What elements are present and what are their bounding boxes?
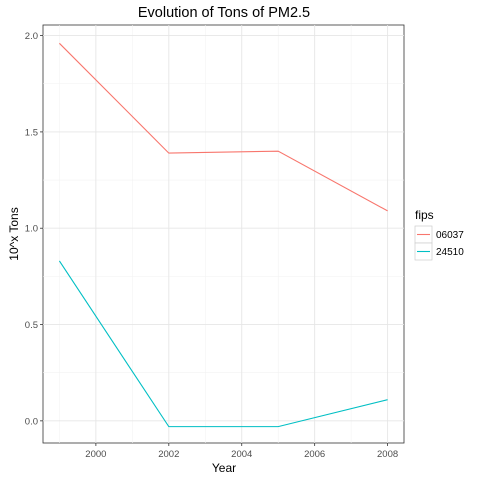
major-gridlines <box>43 25 404 443</box>
y-tick-label: 2.0 <box>25 31 38 42</box>
legend-label: 06037 <box>436 230 464 241</box>
x-tick-label: 2000 <box>85 449 106 460</box>
series-line-06037 <box>59 42 388 212</box>
plot-panel <box>42 24 405 444</box>
y-tick-label: 0.5 <box>25 320 38 331</box>
x-tick-label: 2004 <box>231 449 252 460</box>
legend-title: fips <box>415 208 434 222</box>
y-tick-label: 0.0 <box>25 416 38 427</box>
series-line-24510 <box>58 260 388 428</box>
y-tick-label: 1.5 <box>25 127 38 138</box>
x-tick-label: 2002 <box>158 449 179 460</box>
legend-items: 06037 24510 <box>414 225 464 261</box>
y-tick-label: 1.0 <box>25 224 38 235</box>
y-axis-ticks: 0.0 0.5 1.0 1.5 2.0 <box>25 31 43 427</box>
x-axis-ticks: 2000 2002 2004 2006 2008 <box>85 443 398 460</box>
chart-title: Evolution of Tons of PM2.5 <box>138 5 310 21</box>
y-axis-title: 10^x Tons <box>7 207 21 260</box>
series-lines <box>58 42 388 428</box>
x-tick-label: 2008 <box>377 449 398 460</box>
minor-gridlines <box>43 25 404 443</box>
legend-label: 24510 <box>436 247 464 258</box>
legend: fips 06037 24510 <box>414 208 464 261</box>
x-axis-title: Year <box>212 461 236 475</box>
x-tick-label: 2006 <box>304 449 325 460</box>
